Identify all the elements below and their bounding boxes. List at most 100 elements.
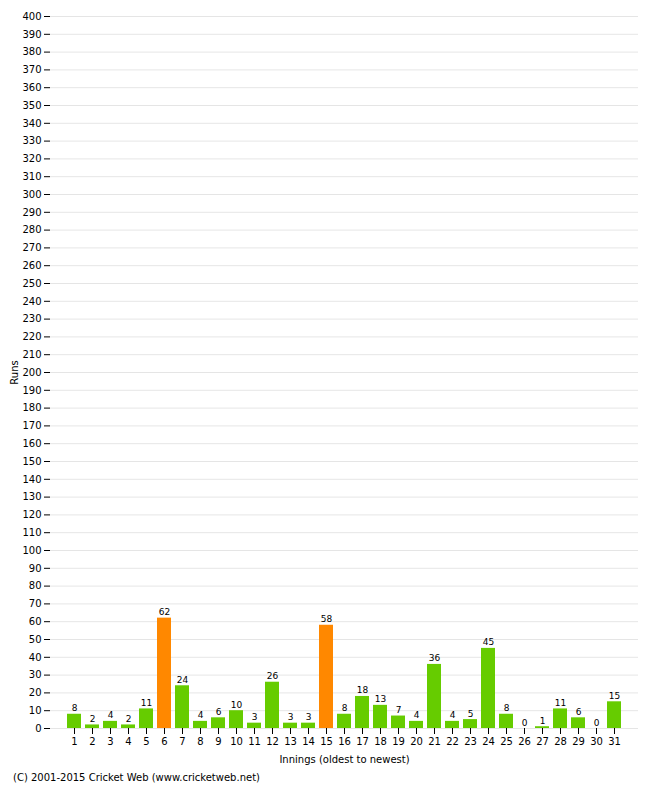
svg-text:330: 330 [22,135,41,146]
svg-text:11: 11 [248,736,261,747]
svg-text:5: 5 [468,709,474,719]
svg-text:110: 110 [22,527,41,538]
svg-text:Runs: Runs [9,360,20,384]
svg-text:5: 5 [143,736,149,747]
svg-text:0: 0 [522,718,528,728]
svg-text:8: 8 [72,703,78,713]
svg-text:30: 30 [590,736,603,747]
svg-text:9: 9 [215,736,221,747]
svg-text:19: 19 [392,736,405,747]
svg-text:18: 18 [357,685,369,695]
svg-text:31: 31 [608,736,621,747]
svg-text:3: 3 [288,712,294,722]
svg-text:140: 140 [22,474,41,485]
svg-text:0: 0 [35,723,41,734]
svg-text:20: 20 [410,736,423,747]
svg-text:4: 4 [108,710,114,720]
svg-text:260: 260 [22,260,41,271]
svg-text:11: 11 [141,698,152,708]
svg-text:70: 70 [29,598,42,609]
svg-text:16: 16 [338,736,351,747]
svg-text:4: 4 [414,710,420,720]
svg-text:10: 10 [29,705,42,716]
svg-text:150: 150 [22,456,41,467]
svg-text:2: 2 [90,714,96,724]
svg-text:80: 80 [29,580,42,591]
svg-text:360: 360 [22,82,41,93]
svg-text:340: 340 [22,118,41,129]
svg-text:29: 29 [572,736,585,747]
svg-text:24: 24 [177,675,189,685]
svg-text:14: 14 [302,736,315,747]
svg-text:280: 280 [22,224,41,235]
svg-text:6: 6 [216,707,222,717]
svg-text:7: 7 [396,705,402,715]
svg-text:270: 270 [22,242,41,253]
svg-text:230: 230 [22,313,41,324]
svg-text:2: 2 [126,714,132,724]
svg-text:180: 180 [22,402,41,413]
svg-text:210: 210 [22,349,41,360]
svg-text:13: 13 [375,694,386,704]
svg-text:240: 240 [22,296,41,307]
svg-text:1: 1 [71,736,77,747]
svg-text:4: 4 [450,710,456,720]
svg-text:62: 62 [159,607,170,617]
svg-text:18: 18 [374,736,387,747]
svg-text:8: 8 [197,736,203,747]
svg-text:130: 130 [22,491,41,502]
svg-text:45: 45 [483,637,494,647]
svg-text:28: 28 [554,736,567,747]
svg-text:13: 13 [284,736,297,747]
svg-text:8: 8 [504,703,510,713]
svg-text:190: 190 [22,385,41,396]
svg-text:58: 58 [321,614,333,624]
svg-text:10: 10 [231,700,243,710]
svg-text:40: 40 [29,652,42,663]
svg-text:220: 220 [22,331,41,342]
svg-text:2: 2 [89,736,95,747]
svg-text:3: 3 [252,712,258,722]
svg-text:120: 120 [22,509,41,520]
svg-text:12: 12 [266,736,279,747]
svg-text:350: 350 [22,100,41,111]
svg-text:290: 290 [22,207,41,218]
svg-text:23: 23 [464,736,477,747]
svg-text:20: 20 [29,687,42,698]
svg-text:15: 15 [609,691,620,701]
svg-text:170: 170 [22,420,41,431]
svg-text:90: 90 [29,563,42,574]
svg-text:50: 50 [29,634,42,645]
svg-text:11: 11 [555,698,566,708]
svg-text:30: 30 [29,669,42,680]
svg-text:100: 100 [22,545,41,556]
svg-text:320: 320 [22,153,41,164]
svg-text:200: 200 [22,367,41,378]
svg-text:300: 300 [22,189,41,200]
svg-text:15: 15 [320,736,333,747]
svg-text:6: 6 [161,736,167,747]
svg-text:8: 8 [342,703,348,713]
svg-text:25: 25 [500,736,513,747]
svg-text:0: 0 [594,718,600,728]
svg-text:160: 160 [22,438,41,449]
svg-text:380: 380 [22,46,41,57]
svg-text:21: 21 [428,736,441,747]
svg-text:390: 390 [22,29,41,40]
svg-text:Innings (oldest to newest): Innings (oldest to newest) [279,754,409,765]
svg-text:26: 26 [267,671,279,681]
svg-text:400: 400 [22,11,41,22]
svg-text:3: 3 [306,712,312,722]
svg-text:250: 250 [22,278,41,289]
svg-text:36: 36 [429,653,441,663]
svg-text:4: 4 [125,736,131,747]
svg-text:4: 4 [198,710,204,720]
svg-text:370: 370 [22,64,41,75]
svg-text:17: 17 [356,736,369,747]
svg-text:3: 3 [107,736,113,747]
svg-text:60: 60 [29,616,42,627]
svg-text:310: 310 [22,171,41,182]
svg-text:26: 26 [518,736,531,747]
svg-text:22: 22 [446,736,459,747]
svg-text:27: 27 [536,736,549,747]
